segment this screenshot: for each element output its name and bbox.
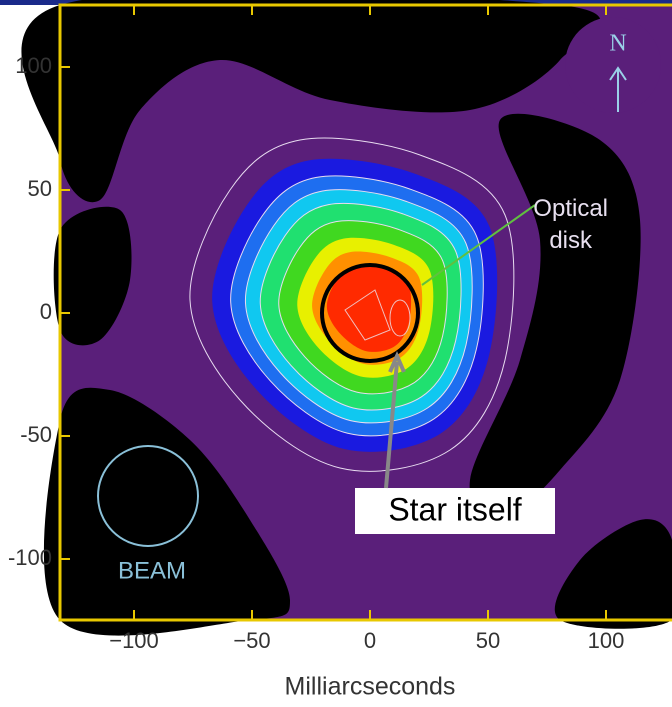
- y-tick-label: 100: [15, 53, 52, 78]
- x-tick-label: 0: [364, 628, 376, 653]
- page: Milliarcseconds −100 −50 0 50 100 -100 -50 0 50 1…: [0, 0, 672, 707]
- x-tick-label: 50: [476, 628, 500, 653]
- y-tick-label: -50: [20, 422, 52, 447]
- y-tick-label: 50: [28, 176, 52, 201]
- chart: Milliarcseconds −100 −50 0 50 100 -100 -50 0 50 1…: [0, 0, 672, 707]
- plot-area: [21, 0, 672, 636]
- x-tick-label: 100: [588, 628, 625, 653]
- y-tick-label: 0: [40, 299, 52, 324]
- x-axis-label: Milliarcseconds: [285, 673, 456, 701]
- y-tick-label: -100: [8, 545, 52, 570]
- star-label: Star itself: [388, 491, 521, 527]
- x-tick-label: −100: [109, 628, 159, 653]
- north-label: N: [609, 31, 626, 57]
- beam-label: BEAM: [118, 557, 186, 584]
- x-tick-label: −50: [233, 628, 270, 653]
